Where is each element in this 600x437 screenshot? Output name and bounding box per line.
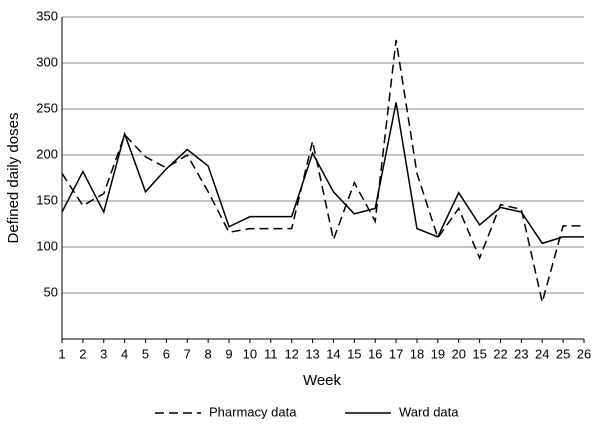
- y-tick-label: 100: [36, 238, 58, 253]
- x-axis-label: Week: [303, 372, 342, 389]
- series-line: [61, 39, 584, 303]
- x-tick-label: 24: [535, 346, 549, 361]
- x-tick-label: 15: [347, 346, 361, 361]
- x-tick-label: 10: [243, 346, 257, 361]
- x-tick-label: 4: [121, 346, 128, 361]
- x-tick-label: 22: [493, 346, 507, 361]
- x-tick-label: 7: [184, 346, 191, 361]
- y-tick-label: 200: [36, 146, 58, 161]
- x-tick-label: 18: [410, 346, 424, 361]
- x-tick-label: 12: [284, 346, 298, 361]
- x-tick-label: 6: [163, 346, 170, 361]
- x-tick-label: 19: [431, 346, 445, 361]
- legend-label: Ward data: [399, 404, 459, 419]
- x-tick-label: 17: [389, 346, 403, 361]
- x-tick-label: 23: [514, 346, 528, 361]
- y-tick-label: 350: [36, 8, 58, 23]
- x-tick-label: 9: [225, 346, 232, 361]
- x-tick-label: 15: [472, 346, 486, 361]
- x-tick-label: 14: [326, 346, 340, 361]
- y-tick-label: 50: [44, 284, 58, 299]
- y-tick-label: 300: [36, 54, 58, 69]
- x-tick-label: 13: [305, 346, 319, 361]
- legend-label: Pharmacy data: [209, 404, 297, 419]
- x-tick-label: 2: [79, 346, 86, 361]
- y-tick-label: 250: [36, 100, 58, 115]
- x-tick-label: 3: [100, 346, 107, 361]
- x-tick-label: 16: [368, 346, 382, 361]
- y-axis-label: Defined daily doses: [5, 113, 22, 244]
- x-tick-label: 5: [142, 346, 149, 361]
- y-tick-label: 150: [36, 192, 58, 207]
- x-tick-label: 8: [205, 346, 212, 361]
- x-tick-label: 26: [577, 346, 591, 361]
- x-tick-label: 11: [264, 346, 278, 361]
- series-line: [61, 102, 584, 245]
- x-tick-label: 20: [451, 346, 465, 361]
- x-tick-label: 25: [556, 346, 570, 361]
- x-tick-label: 1: [58, 346, 65, 361]
